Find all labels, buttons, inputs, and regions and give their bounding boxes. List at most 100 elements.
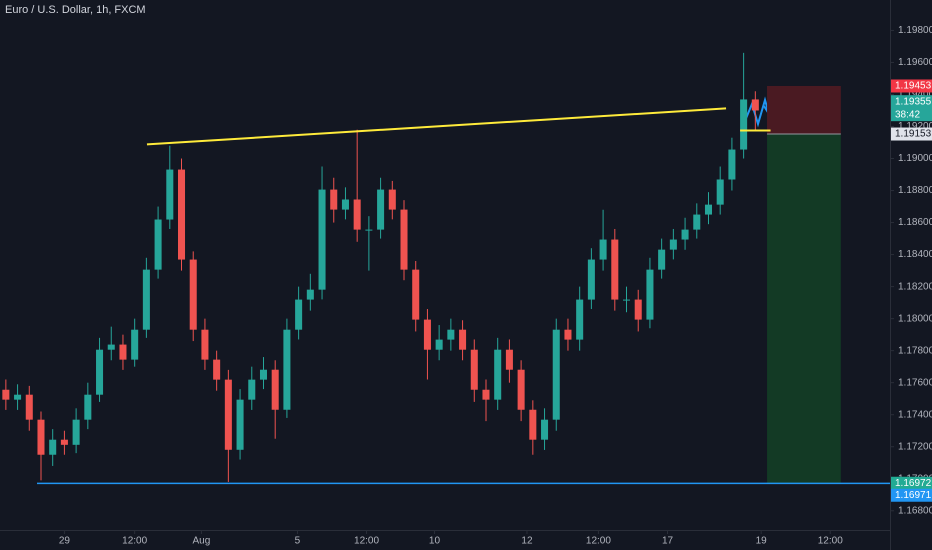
candle-body: [119, 344, 127, 360]
candle-body: [37, 419, 45, 455]
x-tick-label: 12: [521, 536, 533, 547]
target-zone: [767, 134, 841, 484]
candle-body: [189, 259, 197, 330]
countdown: 38:42: [895, 109, 920, 120]
y-tick-label: 1.18600: [898, 217, 932, 228]
candle-body: [681, 229, 689, 240]
candle-body: [60, 439, 68, 445]
candle-body: [295, 299, 303, 330]
candle-body: [599, 239, 607, 260]
y-tick-label: 1.17800: [898, 345, 932, 356]
candle-body: [49, 439, 57, 455]
price-label-bg: [891, 488, 932, 502]
candle-body: [587, 259, 595, 300]
x-tick-label: 12:00: [354, 536, 379, 547]
candle-body: [435, 339, 443, 350]
candle-body: [84, 394, 92, 420]
candle-body: [224, 379, 232, 450]
candle-body: [751, 99, 759, 111]
price-label: 1.19453: [895, 81, 932, 92]
candle-body: [259, 369, 267, 380]
candle-body: [142, 269, 150, 330]
y-tick-label: 1.19800: [898, 25, 932, 36]
price-label: 1.19153: [895, 129, 932, 140]
x-tick-label: 17: [662, 536, 674, 547]
y-tick-label: 1.18000: [898, 313, 932, 324]
candle-body: [552, 329, 560, 420]
trendline: [146, 107, 727, 146]
candle-body: [330, 189, 338, 210]
candle-body: [96, 349, 104, 395]
y-tick-label: 1.19000: [898, 153, 932, 164]
candle-body: [505, 349, 513, 370]
candle-body: [623, 299, 631, 301]
candle-body: [482, 389, 490, 400]
candle-body: [341, 199, 349, 210]
candle-body: [166, 169, 174, 220]
x-tick-label: 12:00: [818, 536, 843, 547]
stop-zone: [767, 85, 841, 135]
candle-body: [213, 359, 221, 380]
price-label-bg: [891, 476, 932, 490]
y-tick-label: 1.19400: [898, 89, 932, 100]
candle-body: [646, 269, 654, 320]
candle-body: [107, 344, 115, 350]
candle-body: [388, 189, 396, 210]
candle-body: [283, 329, 291, 410]
x-tick-label: 10: [429, 536, 441, 547]
candle-body: [318, 189, 326, 290]
candle-body: [14, 394, 22, 400]
candle-body: [412, 269, 420, 320]
price-label: 1.16972: [895, 478, 932, 489]
y-tick-label: 1.18400: [898, 249, 932, 260]
x-tick-label: 12:00: [586, 536, 611, 547]
candle-body: [611, 239, 619, 300]
candle-body: [377, 189, 385, 230]
candle-body: [517, 369, 525, 410]
candle-body: [25, 394, 33, 420]
candle-body: [353, 199, 361, 230]
candle-body: [669, 239, 677, 250]
candle-body: [740, 99, 748, 150]
x-tick-label: 29: [59, 536, 71, 547]
candle-body: [494, 349, 502, 400]
candle-body: [564, 329, 572, 340]
candle-body: [423, 319, 431, 350]
price-label: 1.16971: [895, 490, 932, 501]
candle-body: [400, 209, 408, 270]
candle-body: [541, 419, 549, 440]
x-tick-label: 12:00: [122, 536, 147, 547]
x-tick-label: 5: [295, 536, 301, 547]
y-tick-label: 1.18200: [898, 281, 932, 292]
candle-body: [72, 419, 80, 445]
candle-body: [306, 289, 314, 300]
y-tick-label: 1.18800: [898, 185, 932, 196]
candle-body: [634, 299, 642, 320]
price-label-bg: [891, 79, 932, 93]
price-label: 1.19355: [895, 96, 932, 107]
candle-body: [459, 329, 467, 350]
candle-body: [236, 399, 244, 450]
candle-body: [529, 409, 537, 440]
y-tick-label: 1.19200: [898, 121, 932, 132]
y-tick-label: 1.17600: [898, 377, 932, 388]
candle-body: [365, 229, 373, 231]
y-tick-label: 1.16800: [898, 505, 932, 516]
candle-body: [470, 349, 478, 390]
candle-body: [131, 329, 139, 360]
candle-body: [704, 204, 712, 215]
y-tick-label: 1.17400: [898, 409, 932, 420]
candle-body: [248, 379, 256, 400]
candle-body: [154, 219, 162, 270]
x-tick-label: Aug: [193, 536, 211, 547]
x-tick-label: 19: [756, 536, 768, 547]
candle-body: [2, 389, 10, 400]
candle-body: [178, 169, 186, 260]
candle-body: [658, 249, 666, 270]
y-tick-label: 1.17200: [898, 441, 932, 452]
y-tick-label: 1.19600: [898, 57, 932, 68]
candle-body: [447, 329, 455, 340]
price-label-bg: [891, 95, 932, 122]
chart-title: Euro / U.S. Dollar, 1h, FXCM: [5, 4, 146, 16]
